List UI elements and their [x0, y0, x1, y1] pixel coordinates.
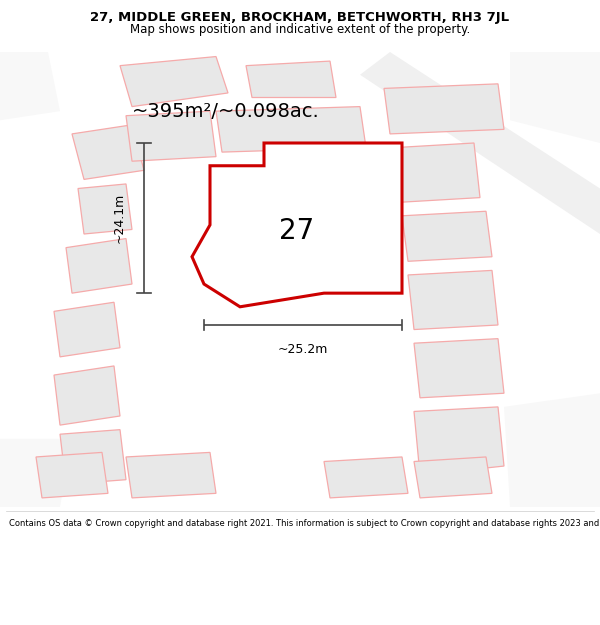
- Polygon shape: [54, 302, 120, 357]
- Polygon shape: [504, 393, 600, 507]
- Polygon shape: [0, 52, 60, 120]
- Polygon shape: [72, 125, 144, 179]
- Text: 27, MIDDLE GREEN, BROCKHAM, BETCHWORTH, RH3 7JL: 27, MIDDLE GREEN, BROCKHAM, BETCHWORTH, …: [91, 11, 509, 24]
- Polygon shape: [78, 184, 132, 234]
- Text: ~25.2m: ~25.2m: [278, 343, 328, 356]
- Text: Map shows position and indicative extent of the property.: Map shows position and indicative extent…: [130, 23, 470, 36]
- Polygon shape: [216, 107, 366, 152]
- Polygon shape: [192, 143, 402, 307]
- Polygon shape: [246, 61, 336, 98]
- Polygon shape: [384, 84, 504, 134]
- Text: ~395m²/~0.098ac.: ~395m²/~0.098ac.: [132, 102, 320, 121]
- Polygon shape: [66, 239, 132, 293]
- Text: ~24.1m: ~24.1m: [113, 193, 126, 243]
- Polygon shape: [60, 429, 126, 484]
- Polygon shape: [324, 457, 408, 498]
- Polygon shape: [126, 452, 216, 498]
- Polygon shape: [414, 407, 504, 475]
- Polygon shape: [402, 211, 492, 261]
- Polygon shape: [126, 111, 216, 161]
- Text: 27: 27: [278, 217, 314, 245]
- Polygon shape: [120, 56, 228, 107]
- Polygon shape: [414, 339, 504, 398]
- Polygon shape: [414, 457, 492, 498]
- Polygon shape: [54, 366, 120, 425]
- Polygon shape: [396, 143, 480, 202]
- Polygon shape: [510, 52, 600, 143]
- Polygon shape: [36, 452, 108, 498]
- Polygon shape: [408, 271, 498, 329]
- Text: Contains OS data © Crown copyright and database right 2021. This information is : Contains OS data © Crown copyright and d…: [9, 519, 600, 528]
- Polygon shape: [360, 52, 600, 234]
- Polygon shape: [0, 439, 72, 507]
